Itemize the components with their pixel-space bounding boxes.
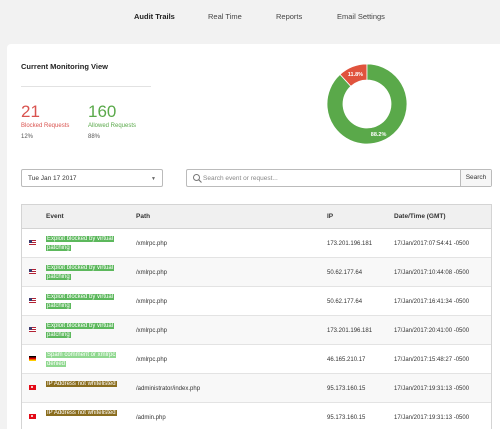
column-header-path[interactable]: Path	[136, 213, 151, 220]
column-header-event[interactable]: Event	[46, 213, 64, 220]
table-row[interactable]: Exploit blocked by virtual patching/xmlr…	[22, 316, 491, 345]
column-header-datetime[interactable]: Date/Time (GMT)	[394, 213, 446, 220]
event-badge: Exploit blocked by virtual patching	[46, 236, 115, 251]
date-select-value: Tue Jan 17 2017	[28, 175, 77, 182]
donut-label-1: 88.2%	[371, 132, 387, 138]
event-badge: Exploit blocked by virtual patching	[46, 294, 115, 309]
requests-donut-chart: 11.8% 88.2%	[326, 63, 408, 145]
cell-path: /xmlrpc.php	[136, 357, 168, 363]
cell-ip: 50.62.177.64	[327, 270, 363, 276]
table-row[interactable]: Exploit blocked by virtual patching/xmlr…	[22, 258, 491, 287]
donut-label-0: 11.8%	[348, 72, 363, 78]
table-row[interactable]: Spam comment or xmlrpc denied/xmlrpc.php…	[22, 345, 491, 374]
event-badge: IP Address not whitelisted	[46, 381, 117, 387]
event-badge: Exploit blocked by virtual patching	[46, 323, 115, 338]
cell-path: /administrator/index.php	[136, 386, 201, 392]
tr-flag-icon	[29, 414, 36, 419]
title-divider	[21, 86, 151, 87]
cell-datetime: 17/Jan/2017:16:41:34 -0500	[394, 299, 470, 305]
blocked-count: 21	[21, 102, 40, 121]
tab-real-time[interactable]: Real Time	[208, 12, 242, 21]
table-header: Event Path IP Date/Time (GMT)	[22, 205, 491, 229]
allowed-count: 160	[88, 102, 117, 121]
cell-datetime: 17/Jan/2017:19:31:13 -0500	[394, 415, 470, 421]
tab-audit-trails[interactable]: Audit Trails	[134, 12, 175, 21]
table-row[interactable]: IP Address not whitelisted/admin.php 95.1…	[22, 403, 491, 429]
tab-reports[interactable]: Reports	[276, 12, 303, 21]
cell-ip: 173.201.196.181	[327, 328, 373, 334]
monitoring-title: Current Monitoring View	[21, 62, 108, 71]
blocked-percent: 12%	[21, 134, 34, 140]
table-row[interactable]: Exploit blocked by virtual patching/xmlr…	[22, 287, 491, 316]
table-row[interactable]: IP Address not whitelisted/administrator…	[22, 374, 491, 403]
cell-datetime: 17/Jan/2017:20:41:00 -0500	[394, 328, 470, 334]
cell-ip: 46.165.210.17	[327, 357, 366, 363]
search-icon	[193, 174, 202, 183]
tr-flag-icon	[29, 385, 36, 390]
audit-table: Event Path IP Date/Time (GMT) Exploit bl…	[21, 204, 492, 429]
cell-datetime: 17/Jan/2017:15:48:27 -0500	[394, 357, 470, 363]
table-row[interactable]: Exploit blocked by virtual patching/xmlr…	[22, 229, 491, 258]
chevron-down-icon: ▼	[151, 176, 156, 182]
search-box: Search	[186, 169, 492, 187]
search-input[interactable]	[203, 172, 455, 185]
us-flag-icon	[29, 240, 36, 245]
us-flag-icon	[29, 298, 36, 303]
blocked-label: Blocked Requests	[21, 123, 70, 129]
main-panel: Current Monitoring View 21 Blocked Reque…	[7, 44, 500, 429]
de-flag-icon	[29, 356, 36, 361]
date-select[interactable]: Tue Jan 17 2017 ▼	[21, 169, 163, 187]
cell-ip: 50.62.177.64	[327, 299, 363, 305]
donut-slice-1	[326, 63, 408, 145]
cell-ip: 173.201.196.181	[327, 241, 373, 247]
search-button[interactable]: Search	[460, 170, 491, 186]
allowed-percent: 88%	[88, 134, 101, 140]
cell-path: /xmlrpc.php	[136, 270, 168, 276]
cell-path: /xmlrpc.php	[136, 241, 168, 247]
event-badge: Exploit blocked by virtual patching	[46, 265, 115, 280]
us-flag-icon	[29, 327, 36, 332]
column-header-ip[interactable]: IP	[327, 213, 334, 220]
cell-datetime: 17/Jan/2017:19:31:13 -0500	[394, 386, 470, 392]
cell-path: /xmlrpc.php	[136, 328, 168, 334]
cell-path: /xmlrpc.php	[136, 299, 168, 305]
cell-ip: 95.173.160.15	[327, 386, 366, 392]
cell-path: /admin.php	[136, 415, 166, 421]
cell-datetime: 17/Jan/2017:07:54:41 -0500	[394, 241, 470, 247]
event-badge: Spam comment or xmlrpc denied	[46, 352, 117, 367]
event-badge: IP Address not whitelisted	[46, 410, 117, 416]
cell-ip: 95.173.160.15	[327, 415, 366, 421]
allowed-label: Allowed Requests	[88, 123, 137, 129]
cell-datetime: 17/Jan/2017:10:44:08 -0500	[394, 270, 470, 276]
tab-email-settings[interactable]: Email Settings	[337, 12, 385, 21]
us-flag-icon	[29, 269, 36, 274]
top-nav: Audit Trails Real Time Reports Email Set…	[0, 0, 500, 34]
